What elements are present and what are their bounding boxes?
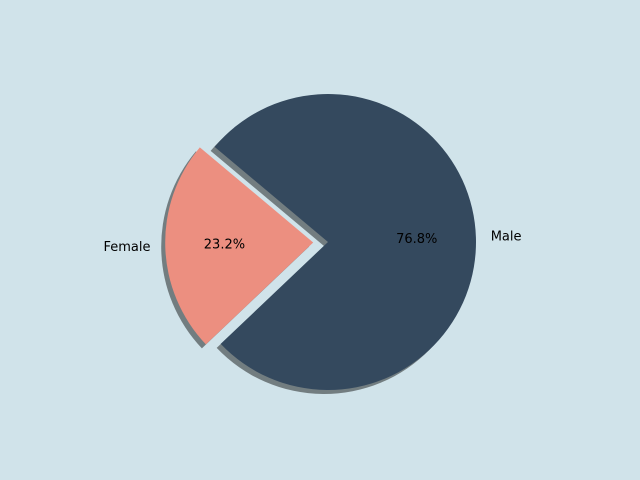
percent-label: 23.2% xyxy=(204,238,245,253)
slice xyxy=(165,147,314,345)
slice-label: Male xyxy=(491,229,522,244)
percent-label: 76.8% xyxy=(396,232,437,247)
slice-label: Female xyxy=(103,240,150,255)
slice xyxy=(214,94,476,390)
